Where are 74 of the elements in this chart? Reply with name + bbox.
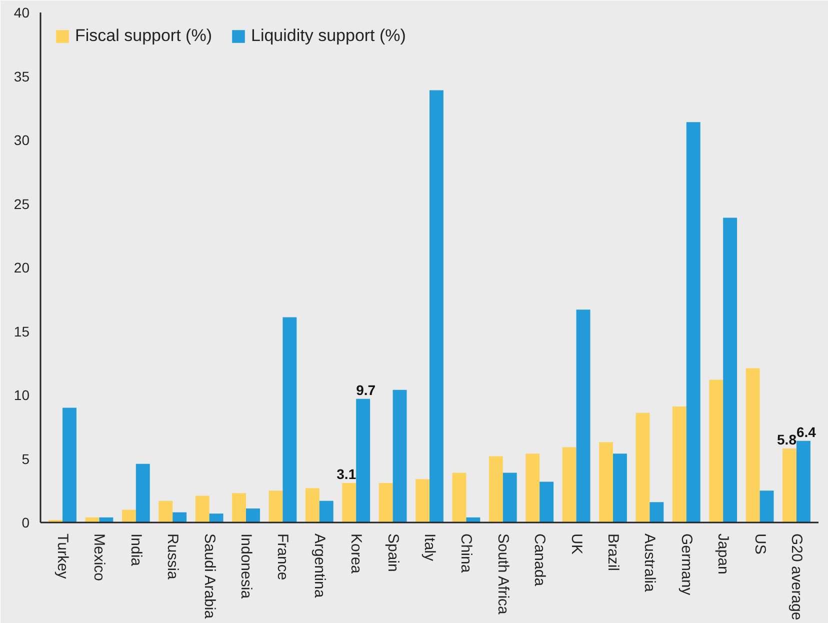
- bar: [502, 472, 517, 522]
- y-tick-label: 5: [22, 450, 30, 467]
- bar: [723, 218, 738, 522]
- x-tick-label: Germany: [678, 534, 695, 596]
- bar: [356, 398, 370, 522]
- bar: [195, 496, 210, 522]
- bar: [268, 490, 283, 522]
- bar: [526, 454, 540, 522]
- bar: [636, 412, 650, 522]
- bar: [122, 510, 136, 522]
- y-tick-label: 0: [22, 514, 30, 530]
- x-tick-label: Spain: [384, 534, 402, 572]
- y-tick-label: 30: [14, 132, 30, 148]
- x-tick-label: G20 average: [788, 534, 805, 620]
- bar: [599, 442, 613, 522]
- bar: [378, 482, 393, 522]
- x-tick-label: France: [274, 534, 292, 580]
- bar: [782, 448, 796, 522]
- bar: [612, 454, 627, 522]
- bar: [562, 447, 576, 522]
- bar: [172, 512, 187, 522]
- x-tick-label: Canada: [531, 534, 548, 587]
- x-tick-label: Russia: [164, 534, 182, 580]
- bar: [392, 390, 407, 522]
- bar: [430, 90, 444, 522]
- data-label: 9.7: [356, 382, 376, 398]
- bar: [650, 502, 664, 522]
- x-tick-label: Saudi Arabia: [200, 534, 218, 620]
- x-tick-label: Korea: [348, 534, 365, 574]
- x-tick-label: UK: [568, 534, 585, 554]
- bar: [576, 310, 590, 522]
- legend-label: Liquidity support (%): [250, 26, 406, 46]
- y-tick-label: 40: [14, 4, 30, 20]
- bar: [62, 408, 76, 522]
- bar: [305, 488, 320, 522]
- bar: [452, 472, 466, 522]
- bar: [342, 482, 356, 522]
- bar: [209, 514, 224, 522]
- bar: [746, 368, 760, 522]
- x-tick-label: South Africa: [494, 534, 512, 616]
- bar: [672, 406, 686, 522]
- y-tick-label: 15: [14, 323, 30, 340]
- data-label: 3.1: [336, 466, 356, 482]
- bar: [796, 440, 810, 522]
- x-tick-label: Turkey: [54, 534, 72, 580]
- bar: [416, 479, 430, 522]
- x-tick-label: India: [127, 534, 144, 567]
- y-tick-label: 10: [14, 387, 30, 403]
- y-tick-label: 25: [14, 196, 30, 212]
- bar: [158, 500, 173, 522]
- x-tick-label: US: [751, 534, 768, 554]
- bar: [709, 380, 724, 522]
- x-tick-label: Mexico: [90, 534, 108, 582]
- bar: [488, 456, 503, 522]
- bar: [760, 490, 774, 522]
- x-tick-label: Argentina: [310, 534, 328, 598]
- bar: [282, 317, 297, 522]
- data-label: 6.4: [796, 424, 816, 440]
- x-tick-label: Brazil: [604, 534, 622, 572]
- x-tick-label: Italy: [421, 534, 438, 562]
- bar: [246, 508, 260, 522]
- y-tick-label: 35: [14, 68, 30, 84]
- bar: [136, 464, 150, 522]
- bar: [686, 122, 700, 522]
- x-tick-label: Japan: [714, 534, 732, 574]
- y-tick-label: 20: [14, 260, 30, 276]
- legend-label: Fiscal support (%): [75, 26, 212, 46]
- bar: [540, 482, 554, 522]
- bar: [232, 493, 246, 522]
- x-tick-label: Indonesia: [238, 534, 255, 600]
- data-label: 5.8: [777, 432, 797, 448]
- x-tick-label: China: [458, 534, 475, 574]
- x-tick-label: Australia: [641, 534, 658, 593]
- bar: [319, 500, 334, 522]
